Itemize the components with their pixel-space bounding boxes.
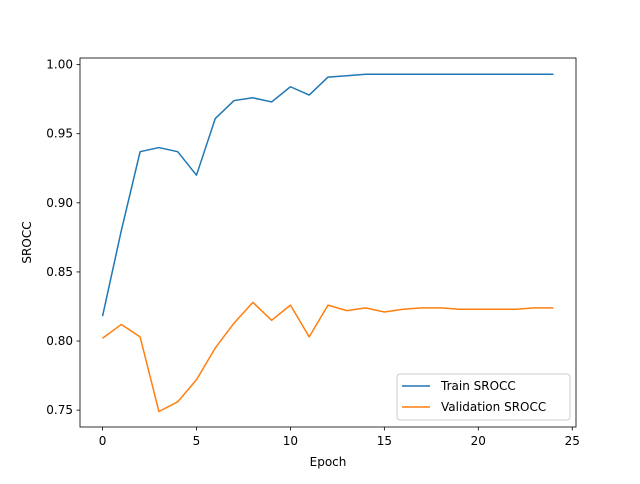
y-tick-label: 0.90 <box>46 196 73 210</box>
x-tick-label: 15 <box>377 434 392 448</box>
y-tick-label: 0.85 <box>46 265 73 279</box>
x-tick-label: 10 <box>283 434 298 448</box>
legend-label-train: Train SROCC <box>440 379 516 393</box>
x-axis-ticks: 0 5 10 15 20 25 <box>99 427 580 448</box>
y-tick-label: 0.75 <box>46 403 73 417</box>
series-lines <box>101 73 554 413</box>
legend-box <box>396 373 571 421</box>
y-tick-label: 1.00 <box>46 58 73 72</box>
y-tick-label: 0.80 <box>46 334 73 348</box>
x-axis-label: Epoch <box>310 455 347 469</box>
x-tick-label: 20 <box>471 434 486 448</box>
x-tick-label: 5 <box>193 434 201 448</box>
legend-label-validation: Validation SROCC <box>441 400 546 414</box>
legend: Train SROCC Validation SROCC <box>396 373 571 421</box>
series-line-train <box>101 73 554 317</box>
y-axis-label: SROCC <box>20 221 34 263</box>
axes-frame <box>79 57 577 428</box>
x-tick-label: 0 <box>99 434 107 448</box>
y-axis-ticks: 0.75 0.80 0.85 0.90 0.95 1.00 <box>46 58 80 417</box>
y-tick-label: 0.95 <box>46 127 73 141</box>
x-tick-label: 25 <box>565 434 580 448</box>
series-line-validation <box>102 301 554 413</box>
